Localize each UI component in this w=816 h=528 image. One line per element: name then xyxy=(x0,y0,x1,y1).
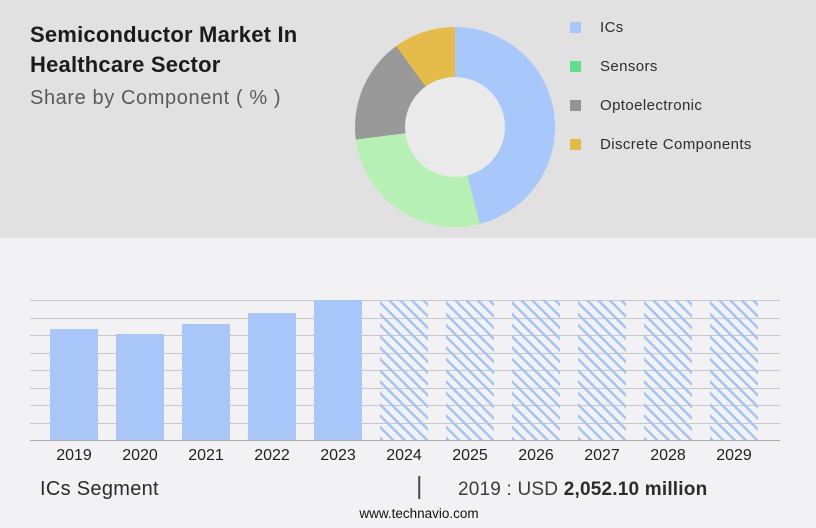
legend-item: Sensors xyxy=(570,47,752,86)
donut-chart xyxy=(355,27,555,227)
forecast-bar-2028 xyxy=(644,300,692,440)
website-link[interactable]: www.technavio.com xyxy=(359,506,479,521)
legend-label: Discrete Components xyxy=(600,136,752,153)
x-axis-label-2027: 2027 xyxy=(584,447,620,464)
x-axis-label-2024: 2024 xyxy=(386,447,422,464)
x-axis-label-2026: 2026 xyxy=(518,447,554,464)
forecast-bar-2027 xyxy=(578,300,626,440)
legend-item: Discrete Components xyxy=(570,125,752,164)
page-title-line2: Healthcare Sector xyxy=(30,52,221,77)
legend-swatch-icon xyxy=(570,100,581,111)
legend-item: ICs xyxy=(570,8,752,47)
legend: ICs Sensors Optoelectronic Discrete Compone… xyxy=(570,8,752,164)
bar-2021 xyxy=(182,324,230,440)
x-axis-label-2025: 2025 xyxy=(452,447,488,464)
x-axis-label-2029: 2029 xyxy=(716,447,752,464)
bar-2022 xyxy=(248,313,296,440)
x-axis-labels: 2019 2020 2021 2022 2023 2024 2025 2026 2027 2028… xyxy=(30,447,780,467)
bar-2019 xyxy=(50,329,98,440)
x-axis-label-2020: 2020 xyxy=(122,447,158,464)
legend-swatch-icon xyxy=(570,61,581,72)
legend-swatch-icon xyxy=(570,22,581,33)
forecast-bar-2025 xyxy=(446,300,494,440)
forecast-bar-2024 xyxy=(380,300,428,440)
legend-item: Optoelectronic xyxy=(570,86,752,125)
donut-hole xyxy=(405,77,505,177)
forecast-bar-2026 xyxy=(512,300,560,440)
legend-label: Sensors xyxy=(600,58,658,75)
x-axis-label-2028: 2028 xyxy=(650,447,686,464)
bar-chart-plot xyxy=(30,300,780,441)
forecast-bar-2029 xyxy=(710,300,758,440)
title-block: Semiconductor Market In Healthcare Secto… xyxy=(30,20,297,110)
page-subtitle: Share by Component ( % ) xyxy=(30,87,282,109)
legend-label: Optoelectronic xyxy=(600,97,703,114)
x-axis-baseline xyxy=(30,440,780,441)
segment-value-prefix: 2019 : USD xyxy=(458,479,559,500)
bar-2020 xyxy=(116,334,164,440)
segment-value: 2019 : USD 2,052.10 million xyxy=(458,479,707,501)
x-axis-label-2023: 2023 xyxy=(320,447,356,464)
bar-chart-section: 2019 2020 2021 2022 2023 2024 2025 2026 2027 2028… xyxy=(0,238,816,528)
footer-separator: | xyxy=(416,472,423,500)
bar-2023 xyxy=(314,300,362,440)
segment-label: ICs Segment xyxy=(40,478,159,500)
legend-label: ICs xyxy=(600,19,624,36)
x-axis-label-2021: 2021 xyxy=(188,447,224,464)
donut-section: Semiconductor Market In Healthcare Secto… xyxy=(0,0,816,238)
segment-value-amount: 2,052.10 million xyxy=(563,479,708,500)
x-axis-label-2022: 2022 xyxy=(254,447,290,464)
x-axis-label-2019: 2019 xyxy=(56,447,92,464)
legend-swatch-icon xyxy=(570,139,581,150)
page-title-line1: Semiconductor Market In xyxy=(30,22,298,47)
